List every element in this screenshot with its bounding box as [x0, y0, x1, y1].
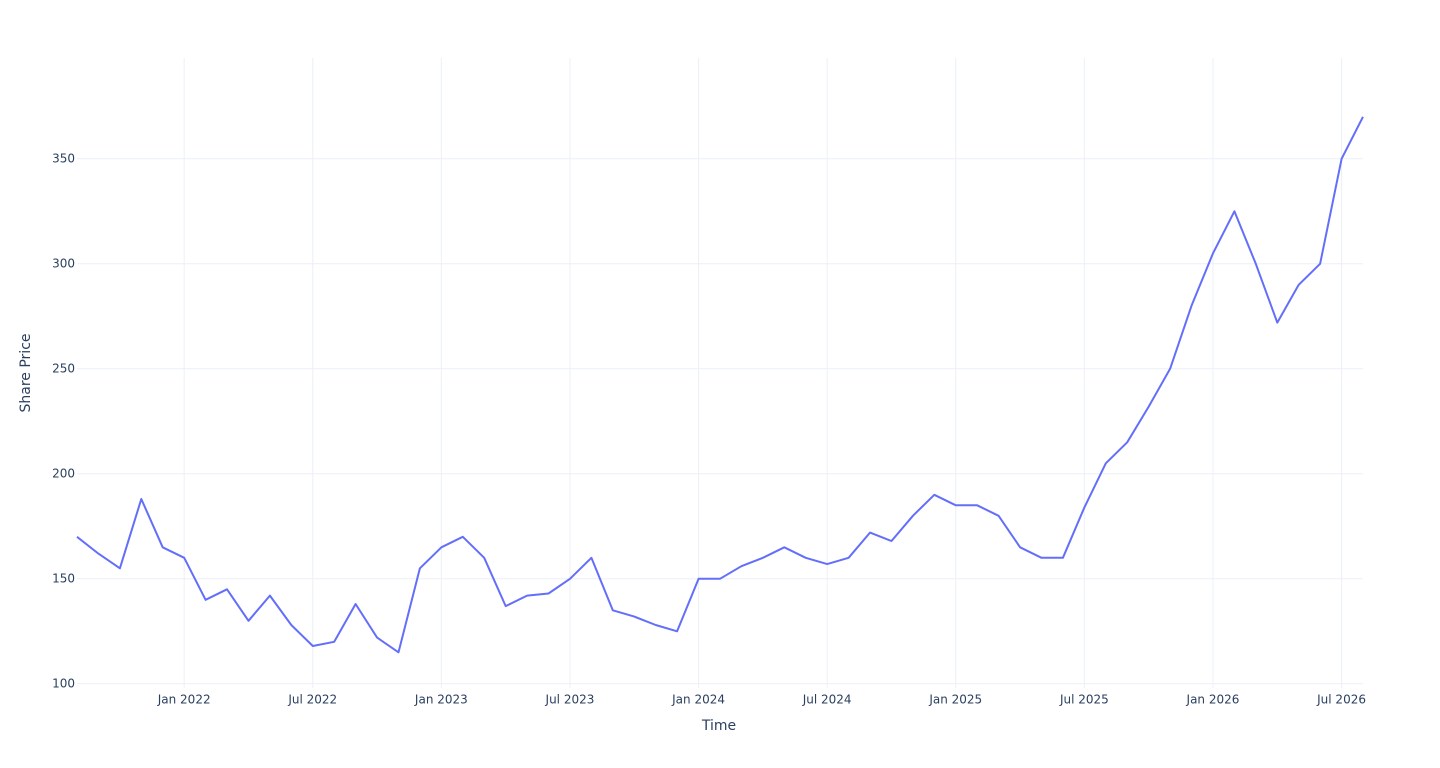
x-tick-label: Jan 2026 — [1186, 693, 1240, 707]
y-tick-label: 200 — [52, 466, 75, 480]
x-tick-label: Jul 2025 — [1059, 693, 1109, 707]
y-tick-label: 250 — [52, 361, 75, 375]
x-tick-label: Jul 2023 — [545, 693, 595, 707]
x-axis-title: Time — [701, 718, 736, 734]
x-tick-label: Jul 2024 — [802, 693, 852, 707]
y-axis-title: Share Price — [18, 333, 34, 412]
y-tick-label: 100 — [52, 676, 75, 690]
x-tick-label: Jan 2024 — [671, 693, 725, 707]
y-tick-label: 300 — [52, 256, 75, 270]
y-tick-label: 150 — [52, 571, 75, 585]
x-tick-label: Jul 2026 — [1316, 693, 1366, 707]
y-tick-label: 350 — [52, 151, 75, 165]
x-tick-label: Jan 2022 — [157, 693, 211, 707]
price-line — [76, 116, 1364, 654]
x-tick-label: Jan 2025 — [928, 693, 982, 707]
x-tick-label: Jan 2023 — [414, 693, 468, 707]
x-tick-label: Jul 2022 — [287, 693, 337, 707]
